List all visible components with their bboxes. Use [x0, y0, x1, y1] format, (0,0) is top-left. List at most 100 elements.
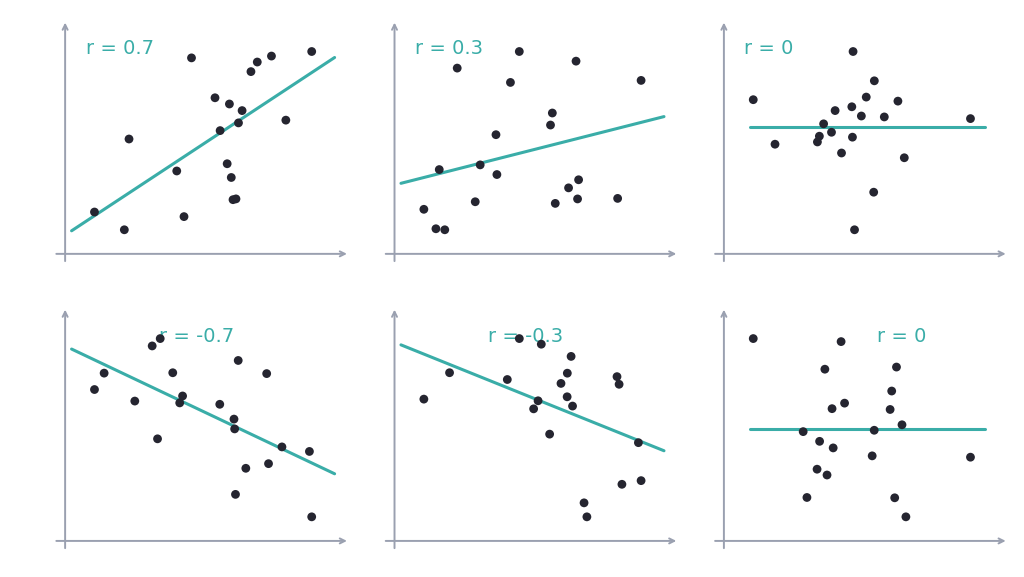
Point [858, 92, 874, 102]
Text: r = -0.3: r = -0.3 [488, 327, 563, 346]
Point [630, 438, 646, 447]
Point [449, 63, 465, 73]
Point [472, 160, 488, 170]
Point [560, 183, 577, 193]
Point [884, 387, 900, 396]
Point [230, 356, 247, 365]
Point [227, 490, 244, 499]
Text: r = 0.3: r = 0.3 [415, 39, 483, 58]
Point [845, 47, 861, 56]
Point [431, 165, 447, 174]
Point [563, 352, 580, 361]
Point [767, 140, 783, 149]
Point [233, 106, 250, 115]
Point [887, 493, 903, 503]
Point [865, 188, 882, 197]
Point [553, 379, 569, 388]
Point [487, 130, 504, 139]
Point [428, 224, 444, 233]
Point [96, 369, 113, 378]
Point [579, 512, 595, 522]
Point [499, 375, 515, 384]
Point [303, 512, 319, 522]
Point [963, 114, 979, 123]
Point [273, 443, 290, 452]
Point [866, 76, 883, 85]
Point [502, 78, 518, 87]
Point [799, 493, 815, 502]
Point [176, 212, 193, 221]
Point [559, 369, 575, 378]
Point [303, 47, 319, 56]
Point [817, 365, 834, 374]
Point [258, 369, 274, 378]
Point [174, 391, 190, 400]
Point [441, 368, 458, 377]
Point [882, 405, 898, 414]
Point [815, 119, 831, 129]
Point [278, 115, 294, 125]
Point [844, 133, 860, 142]
Point [853, 111, 869, 121]
Point [819, 470, 836, 479]
Point [894, 420, 910, 429]
Point [152, 334, 168, 343]
Point [86, 385, 102, 394]
Point [226, 424, 243, 433]
Point [745, 334, 762, 343]
Point [249, 58, 265, 67]
Point [609, 194, 626, 203]
Point [613, 479, 630, 489]
Point [568, 57, 585, 66]
Point [219, 159, 236, 168]
Point [896, 153, 912, 162]
Point [542, 429, 558, 439]
Point [227, 194, 244, 204]
Point [963, 452, 979, 462]
Point [823, 128, 840, 137]
Point [534, 340, 550, 349]
Text: r = 0: r = 0 [744, 39, 794, 58]
Point [212, 400, 228, 409]
Point [511, 47, 527, 56]
Point [564, 402, 581, 411]
Point [436, 225, 453, 234]
Point [183, 53, 200, 62]
Point [121, 134, 137, 144]
Point [150, 434, 166, 444]
Text: r = 0.7: r = 0.7 [86, 39, 154, 58]
Point [809, 464, 825, 474]
Point [207, 93, 223, 102]
Point [570, 175, 587, 185]
Point [611, 380, 628, 389]
Point [844, 102, 860, 111]
Point [834, 148, 850, 158]
Text: r = -0.7: r = -0.7 [159, 327, 234, 346]
Point [223, 173, 240, 182]
Point [230, 118, 247, 128]
Point [633, 476, 649, 485]
Point [890, 96, 906, 106]
Point [569, 194, 586, 204]
Point [416, 205, 432, 214]
Point [888, 362, 904, 372]
Point [866, 426, 883, 435]
Point [238, 464, 254, 473]
Point [221, 99, 238, 108]
Point [633, 76, 649, 85]
Point [263, 51, 280, 61]
Point [837, 399, 853, 408]
Point [543, 121, 559, 130]
Point [547, 198, 563, 208]
Point [86, 207, 102, 216]
Point [877, 113, 893, 122]
Point [511, 334, 527, 343]
Point [529, 396, 546, 406]
Point [169, 166, 185, 175]
Point [172, 398, 188, 407]
Point [809, 137, 825, 147]
Point [144, 342, 161, 351]
Point [301, 447, 317, 456]
Point [609, 372, 626, 381]
Point [467, 197, 483, 207]
